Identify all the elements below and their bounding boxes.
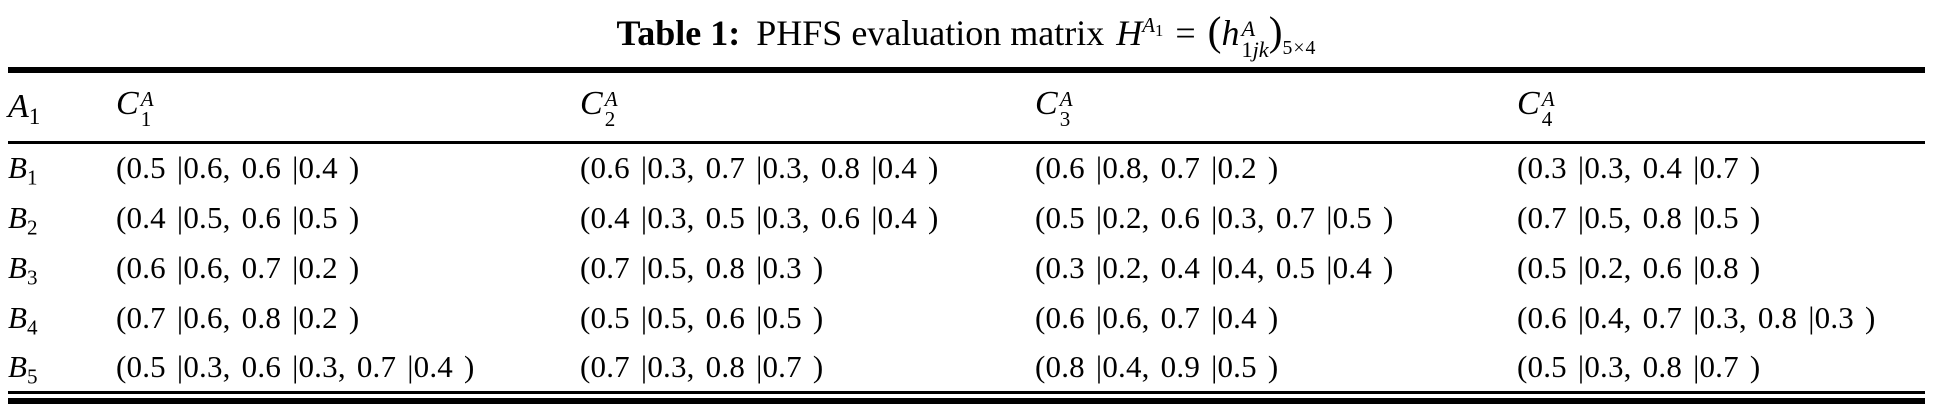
caption-label: Table 1: [616, 13, 741, 53]
cell-b5-c3: (0.8 |0.4, 0.9 |0.5 ) [1035, 348, 1279, 384]
formula-dimensions: 5×4 [1282, 36, 1317, 59]
table-row-b5: B5 (0.5 |0.3, 0.6 |0.3, 0.7 |0.4 ) (0.7 … [8, 343, 1925, 393]
cell-b2-c3: (0.5 |0.2, 0.6 |0.3, 0.7 |0.5 ) [1035, 199, 1394, 235]
cell-b4-c3: (0.6 |0.6, 0.7 |0.4 ) [1035, 299, 1279, 335]
cell-b2-c4: (0.7 |0.5, 0.8 |0.5 ) [1517, 199, 1761, 235]
cell-b2-c1: (0.4 |0.5, 0.6 |0.5 ) [116, 199, 360, 235]
formula-rhs-scripts: A 1jk [1241, 16, 1269, 63]
cell-b1-c2: (0.6 |0.3, 0.7 |0.3, 0.8 |0.4 ) [580, 150, 939, 186]
caption-formula: HA1 = (h A 1jk)5×4 [1116, 8, 1316, 61]
cell-b1-c3: (0.6 |0.8, 0.7 |0.2 ) [1035, 150, 1279, 186]
cell-b5-c4: (0.5 |0.3, 0.8 |0.7 ) [1517, 348, 1761, 384]
corner-header-a1: A1 [8, 70, 116, 144]
formula-rhs-symbol: h [1221, 13, 1240, 53]
cell-b3-c2: (0.7 |0.5, 0.8 |0.3 ) [580, 249, 824, 285]
cell-b2-c2: (0.4 |0.3, 0.5 |0.3, 0.6 |0.4 ) [580, 199, 939, 235]
table-row-b1: B1 (0.5 |0.6, 0.6 |0.4 ) (0.6 |0.3, 0.7 … [8, 143, 1925, 193]
cell-b5-c2: (0.7 |0.3, 0.8 |0.7 ) [580, 348, 824, 384]
formula-equals: = [1175, 13, 1196, 53]
cell-b1-c4: (0.3 |0.3, 0.4 |0.7 ) [1517, 150, 1761, 186]
caption-text: PHFS evaluation matrix [756, 13, 1105, 53]
formula-lhs-superscript: A1 [1142, 13, 1164, 41]
table-row-b4: B4 (0.7 |0.6, 0.8 |0.2 ) (0.5 |0.5, 0.6 … [8, 293, 1925, 343]
row-label-b1: B1 [8, 150, 38, 190]
formula-open-paren: ( [1207, 8, 1222, 54]
table-row-b2: B2 (0.4 |0.5, 0.6 |0.5 ) (0.4 |0.3, 0.5 … [8, 193, 1925, 243]
row-label-b5: B5 [8, 348, 38, 389]
row-label-b2: B2 [8, 199, 38, 239]
cell-b4-c1: (0.7 |0.6, 0.8 |0.2 ) [116, 299, 360, 335]
formula-lhs-symbol: H [1116, 13, 1143, 53]
row-label-b3: B3 [8, 249, 38, 289]
cell-b3-c3: (0.3 |0.2, 0.4 |0.4, 0.5 |0.4 ) [1035, 249, 1394, 285]
cell-b3-c4: (0.5 |0.2, 0.6 |0.8 ) [1517, 249, 1761, 285]
formula-close-paren: ) [1268, 8, 1283, 54]
cell-b5-c1: (0.5 |0.3, 0.6 |0.3, 0.7 |0.4 ) [116, 348, 475, 384]
bottom-rule [8, 398, 1925, 404]
table-caption: Table 1: PHFS evaluation matrix HA1 = (h A 1jk… [0, 0, 1933, 67]
cell-b4-c4: (0.6 |0.4, 0.7 |0.3, 0.8 |0.3 ) [1517, 299, 1876, 335]
cell-b3-c1: (0.6 |0.6, 0.7 |0.2 ) [116, 249, 360, 285]
table-row-b3: B3 (0.6 |0.6, 0.7 |0.2 ) (0.7 |0.5, 0.8 … [8, 243, 1925, 293]
cell-b4-c2: (0.5 |0.5, 0.6 |0.5 ) [580, 299, 824, 335]
cell-b1-c1: (0.5 |0.6, 0.6 |0.4 ) [116, 150, 360, 186]
row-label-b4: B4 [8, 299, 38, 339]
